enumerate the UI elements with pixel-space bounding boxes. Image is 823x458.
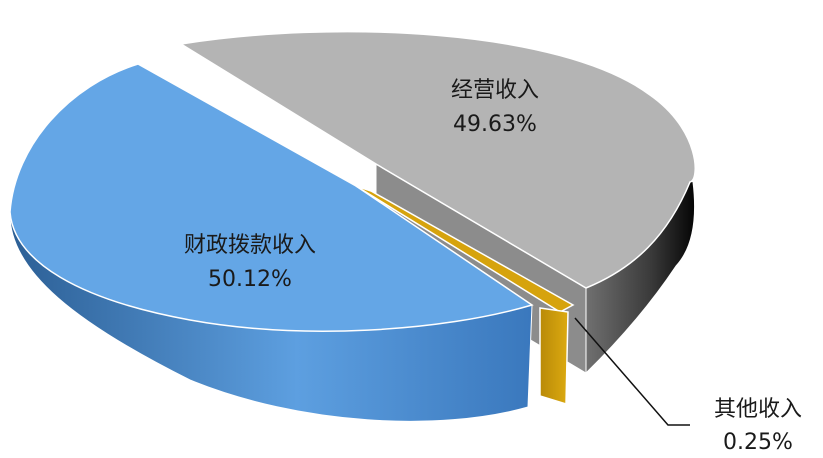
pie-slice-operating-income [178, 30, 696, 375]
fiscal-slice-top [9, 63, 534, 332]
pie-slice-fiscal-appropriation [9, 63, 534, 422]
fiscal-slice-value: 50.12% [208, 267, 292, 292]
other-slice-top [355, 185, 575, 313]
pie-slice-other-income [355, 185, 575, 406]
other-slice-label: 其他收入 [714, 397, 802, 422]
fiscal-slice-label: 财政拨款收入 [184, 233, 316, 258]
other-slice-value: 0.25% [723, 430, 793, 455]
other-slice-side [539, 307, 569, 406]
operating-slice-top [178, 30, 696, 289]
operating-slice-value: 49.63% [453, 112, 537, 137]
other-income-leader-line [574, 317, 690, 426]
operating-slice-label: 经营收入 [451, 78, 539, 103]
